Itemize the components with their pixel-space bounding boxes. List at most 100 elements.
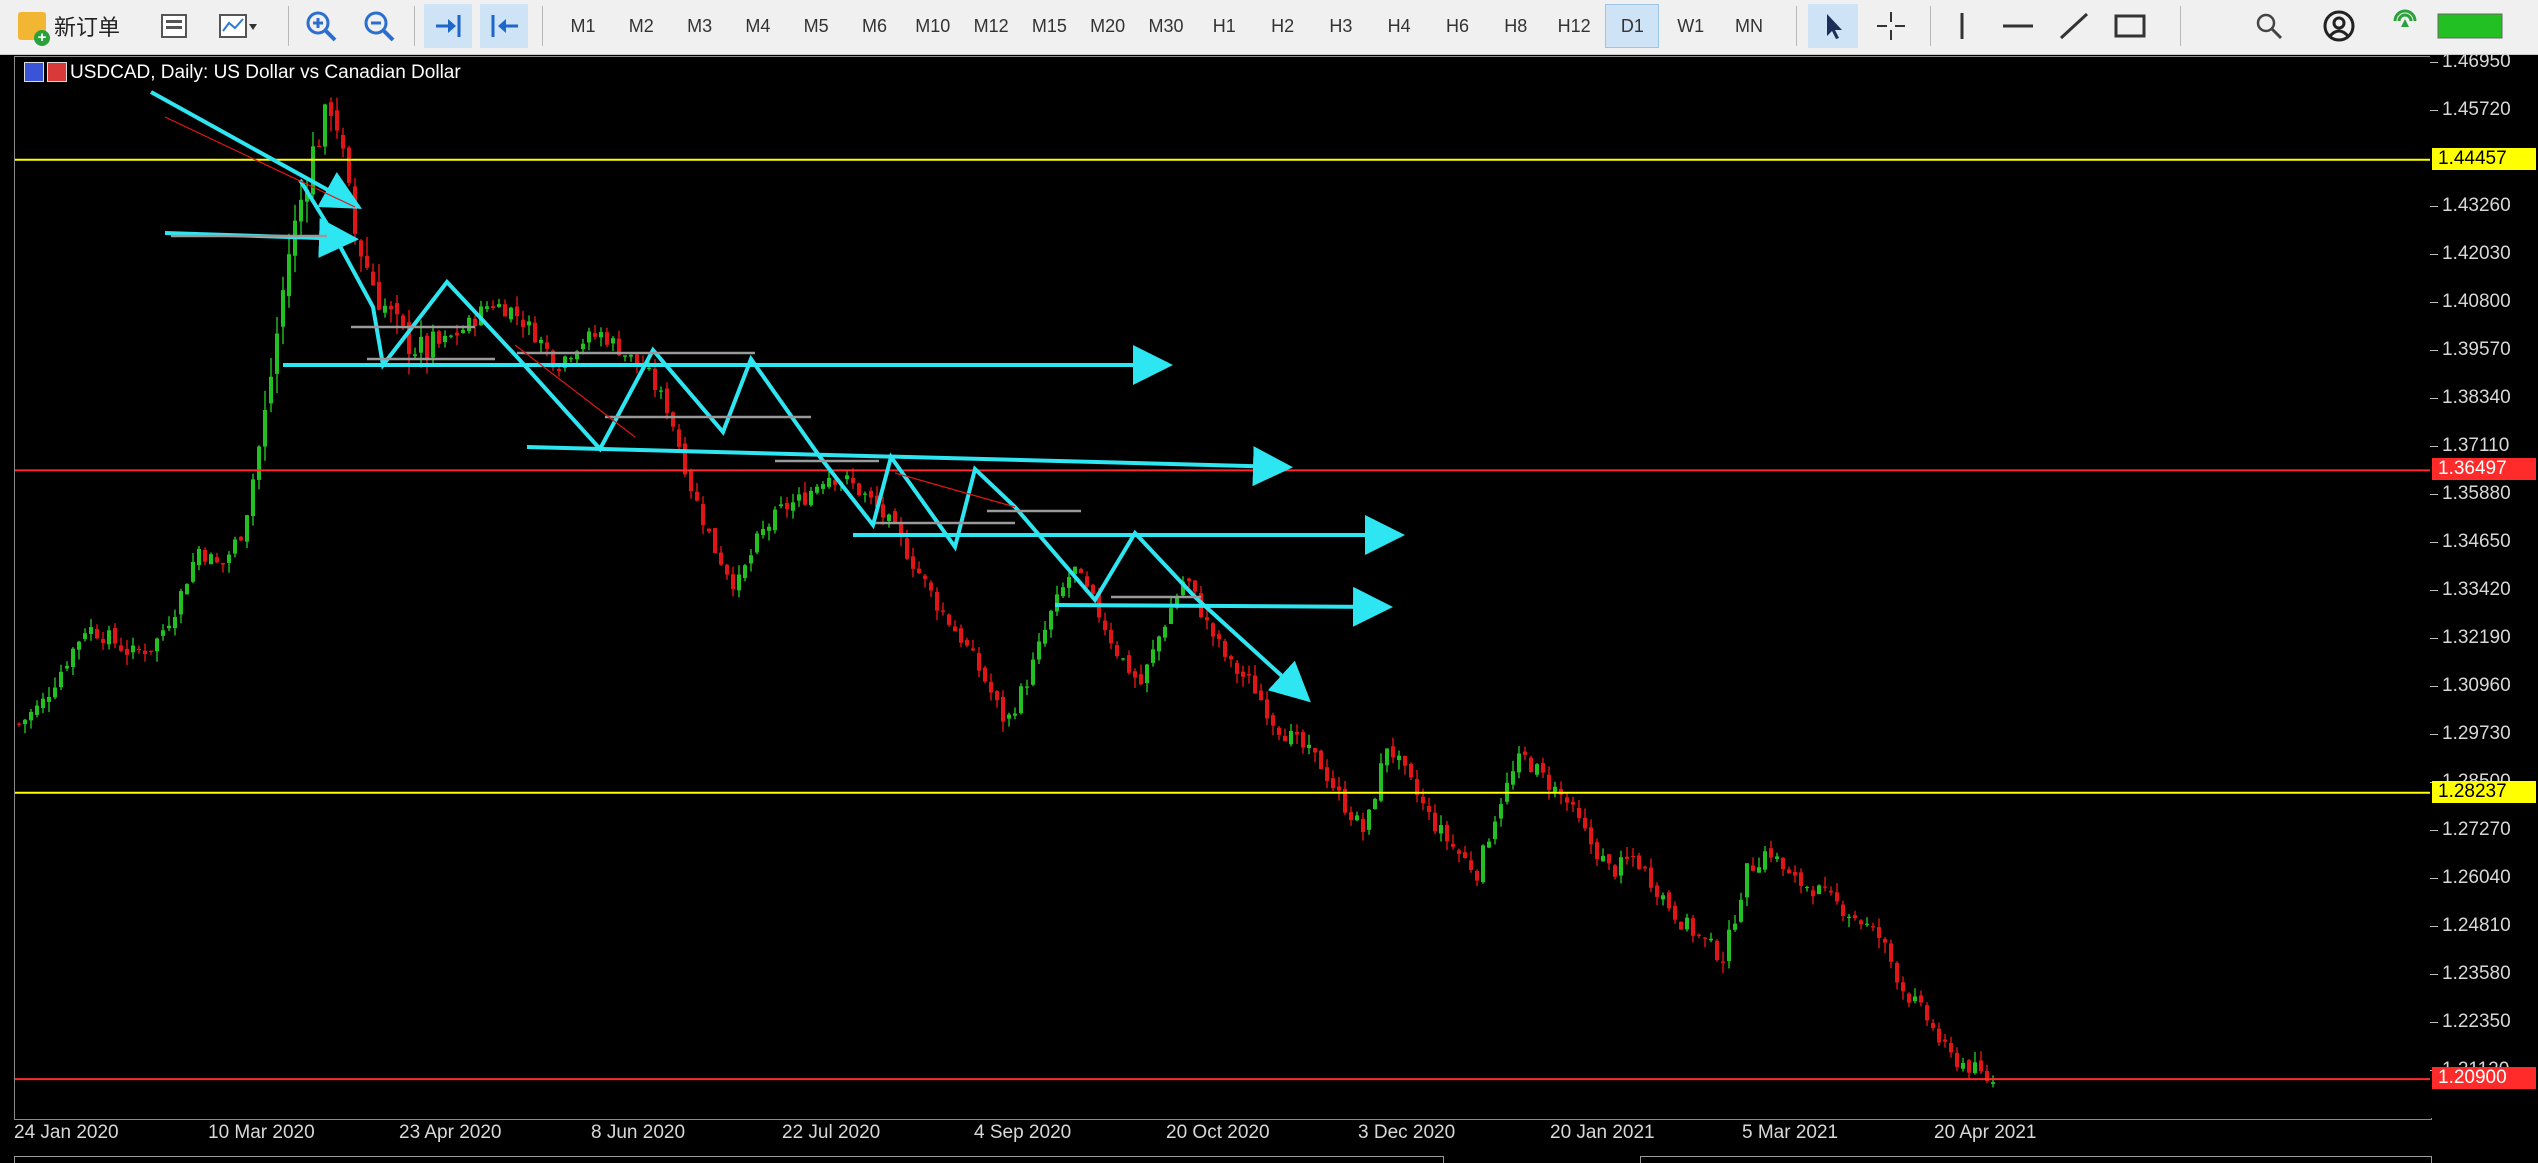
candle-body [1877, 927, 1881, 938]
date-label: 5 Mar 2021 [1742, 1122, 1839, 1143]
connection-status-icon[interactable] [2436, 4, 2504, 48]
price-tick [2430, 925, 2438, 927]
account-icon[interactable] [2316, 4, 2362, 48]
candle-body [719, 552, 723, 565]
candle-body [1319, 750, 1323, 770]
candle-body [1787, 869, 1791, 874]
price-axis[interactable]: 1.46950 1.45720 1.43260 1.42030 1.40800 1.395… [2430, 51, 2538, 1118]
timeframe-w1[interactable]: W1 [1677, 15, 1705, 36]
candle-body [245, 515, 249, 542]
timeframe-h2[interactable]: H2 [1271, 15, 1295, 36]
zoom-out-icon[interactable] [356, 4, 402, 48]
indicators-menu-button[interactable] [210, 4, 266, 48]
candle-body [1565, 797, 1569, 803]
candle-body [1811, 890, 1815, 897]
time-axis[interactable]: 24 Jan 2020 10 Mar 2020 23 Apr 2020 8 Jun 2… [14, 1118, 2430, 1148]
candle-body [1829, 890, 1833, 893]
timeframe-h6[interactable]: H6 [1445, 15, 1469, 36]
candle-body [281, 290, 285, 327]
candle-body [599, 332, 603, 338]
timeframe-h8[interactable]: H8 [1504, 15, 1528, 36]
candle-body [215, 557, 219, 563]
price-label: 1.37110 [2442, 434, 2510, 456]
zoom-in-icon[interactable] [298, 4, 344, 48]
candle-body [521, 319, 525, 328]
timeframe-m10[interactable]: M10 [915, 15, 951, 36]
price-tick [2430, 397, 2438, 399]
crosshair-icon[interactable] [1866, 4, 1916, 48]
candlestick-plot[interactable] [15, 57, 2431, 1119]
date-label: 22 Jul 2020 [782, 1122, 881, 1143]
autoscroll-icon[interactable] [424, 4, 472, 48]
timeframe-m15[interactable]: M15 [1031, 15, 1067, 36]
candle-body [71, 648, 75, 667]
timeframe-h4[interactable]: H4 [1387, 15, 1411, 36]
candle-body [1331, 778, 1335, 789]
candle-body [1247, 674, 1251, 676]
candle-body [371, 271, 375, 286]
price-label: 1.29730 [2442, 722, 2511, 744]
candle-body [575, 351, 579, 360]
candle-body [149, 650, 153, 652]
price-label: 1.40800 [2442, 290, 2511, 312]
timeframe-m30[interactable]: M30 [1148, 15, 1184, 36]
candle-body [1373, 798, 1377, 810]
price-label: 1.38340 [2442, 386, 2511, 408]
cursor-icon[interactable] [1808, 4, 1858, 48]
candle-body [515, 306, 519, 317]
candle-body [1499, 804, 1503, 819]
timeframe-mn[interactable]: MN [1735, 15, 1763, 36]
candle-body [1985, 1070, 1989, 1081]
price-label: 1.30960 [2442, 674, 2511, 696]
timeframe-m4[interactable]: M4 [745, 15, 771, 36]
candle-body [431, 331, 435, 358]
candle-body [17, 723, 21, 725]
timeframe-h12[interactable]: H12 [1557, 15, 1591, 36]
timeframe-m20[interactable]: M20 [1090, 15, 1126, 36]
chart-shift-icon[interactable] [480, 4, 528, 48]
timeframe-h1[interactable]: H1 [1212, 15, 1236, 36]
timeframe-m6[interactable]: M6 [861, 15, 887, 36]
candle-body [539, 339, 543, 344]
candle-body [449, 335, 453, 337]
candle-body [1901, 982, 1905, 992]
candle-body [35, 705, 39, 715]
candle-body [1049, 610, 1053, 630]
timeframe-m12[interactable]: M12 [973, 15, 1009, 36]
rectangle-icon[interactable] [2108, 4, 2152, 48]
candle-body [713, 528, 717, 554]
timeframe-m5[interactable]: M5 [803, 15, 829, 36]
candle-body [1817, 885, 1821, 895]
candle-body [797, 494, 801, 501]
chart-symbol-icon [24, 62, 70, 82]
candle-body [947, 614, 951, 625]
timeframe-m1[interactable]: M1 [570, 15, 596, 36]
vertical-line-icon[interactable] [1940, 4, 1984, 48]
candle-body [1421, 796, 1425, 804]
timeframe-m3[interactable]: M3 [687, 15, 713, 36]
candle-body [1751, 865, 1755, 871]
new-order-button[interactable]: 新订单 [18, 4, 146, 48]
trend-arrow [526, 445, 1293, 487]
search-icon[interactable] [2246, 4, 2292, 48]
templates-icon[interactable] [154, 4, 194, 48]
candle-body [299, 199, 303, 222]
timeframe-h3[interactable]: H3 [1329, 15, 1353, 36]
candle-body [347, 147, 351, 183]
horizontal-line-icon[interactable] [1996, 4, 2040, 48]
candle-body [1235, 662, 1239, 674]
candle-body [311, 146, 315, 195]
candle-body [851, 477, 855, 484]
timeframe-d1[interactable]: D1 [1605, 4, 1660, 48]
lvl-signal-icon[interactable] [2380, 4, 2430, 48]
candle-body [1799, 872, 1803, 886]
candle-body [191, 561, 195, 582]
candle-body [1277, 727, 1281, 735]
candle-body [1925, 1005, 1929, 1021]
candle-body [95, 628, 99, 639]
candle-body [1151, 649, 1155, 663]
candle-body [995, 691, 999, 700]
timeframe-m2[interactable]: M2 [628, 15, 654, 36]
price-chart[interactable] [14, 56, 2432, 1120]
trendline-icon[interactable] [2052, 4, 2096, 48]
